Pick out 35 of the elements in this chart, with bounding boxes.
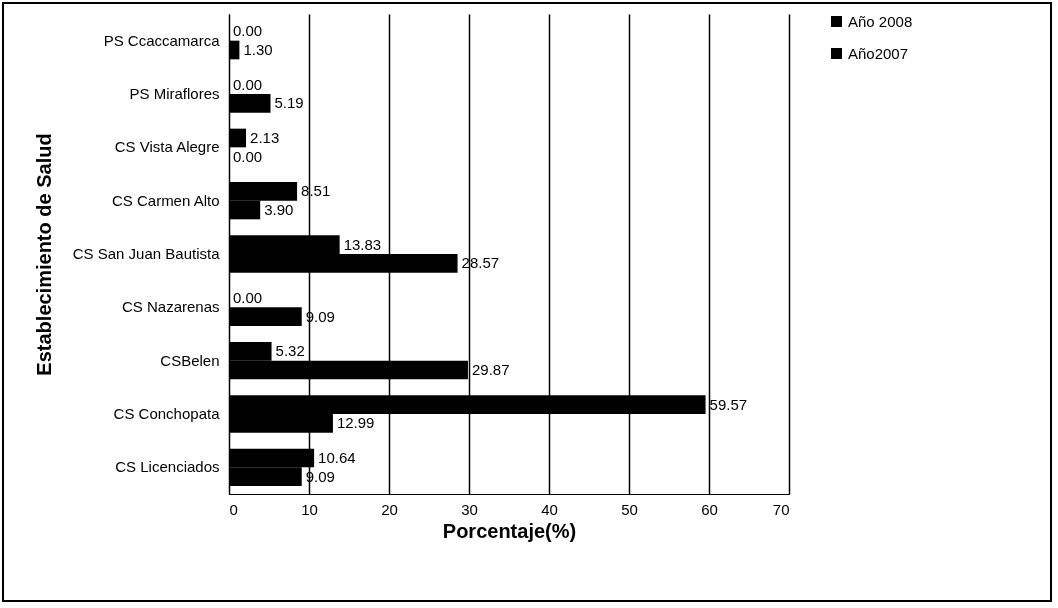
y-tick-label: CS San Juan Bautista [72,245,221,262]
data-label: 0.00 [233,75,263,93]
data-label: 13.83 [343,235,382,253]
data-label: 59.57 [709,395,748,413]
y-tick-label: CSBelen [160,351,220,369]
y-axis-title: Establecimiento de Salud [32,133,55,376]
x-tick-label: 40 [541,500,558,518]
x-axis-title: Porcentaje(%) [442,519,577,542]
x-tick-label: 20 [381,500,398,518]
data-label: 29.87 [471,361,510,378]
x-tick-label: 50 [621,500,638,518]
y-tick-label: CS Licenciados [115,458,220,476]
y-tick-label: PS Miraflores [129,85,220,102]
data-label: 3.90 [264,201,294,218]
data-label: 5.19 [274,94,304,112]
data-label: 12.99 [336,414,375,432]
x-tick-label: 30 [461,500,478,518]
data-label: 0.00 [233,289,263,306]
y-tick-label: CS Vista Alegre [114,138,220,156]
data-label: 1.30 [243,41,273,58]
legend-label: Año 2008 [848,12,913,30]
x-tick-label: 70 [772,500,790,518]
x-tick-label: 60 [701,500,718,518]
y-tick-label: PS Ccaccamarca [103,31,221,49]
x-tick-label: 0 [229,500,238,518]
data-label: 5.32 [275,342,305,360]
data-label: 0.00 [233,22,263,40]
y-tick-label: CS Nazarenas [121,298,220,316]
y-tick-label: CS Conchopata [113,405,221,422]
legend-label: Año2007 [848,44,909,62]
data-label: 10.64 [318,449,356,466]
y-tick-label: CS Carmen Alto [111,191,220,209]
data-label: 2.13 [250,129,280,146]
data-label: 0.00 [233,147,263,165]
x-tick-label: 10 [301,500,318,518]
